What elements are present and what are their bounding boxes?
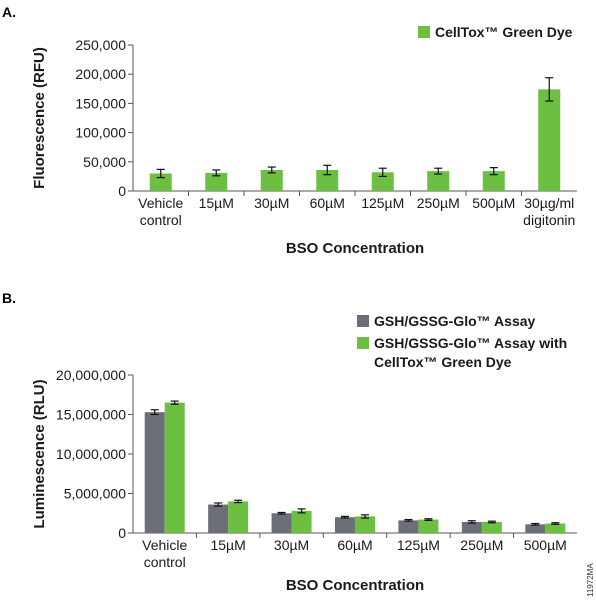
chart-a-x-tick-label: Vehicle xyxy=(138,195,183,211)
chart-a-x-tick-label: 30µM xyxy=(254,195,289,211)
chart-b-x-tick-label: 125µM xyxy=(397,537,440,553)
chart-b-legend-label: GSH/GSSG-Glo™ Assay xyxy=(374,313,536,329)
chart-b-y-tick-label: 10,000,000 xyxy=(56,446,126,462)
chart-a-y-axis-title: Fluorescence (RFU) xyxy=(31,47,48,189)
chart-b-x-tick-label: 250µM xyxy=(460,537,503,553)
chart-b: 0 5,000,000 10,000,000 15,000,000 20,000,000… xyxy=(31,313,577,594)
chart-a-y-tick-label: 200,000 xyxy=(75,66,126,82)
chart-a-x-tick-label: control xyxy=(140,212,182,228)
chart-b-y-tick-label: 5,000,000 xyxy=(64,486,126,502)
chart-b-x-tick-label: 30µM xyxy=(274,537,309,553)
chart-b-bar xyxy=(398,520,419,533)
chart-a-bar xyxy=(316,169,339,191)
chart-a-x-tick-label: 500µM xyxy=(472,195,515,211)
chart-b-bar xyxy=(418,519,439,533)
chart-a-x-axis-title: BSO Concentration xyxy=(286,240,424,257)
chart-b-x-tick-label: 60µM xyxy=(337,537,372,553)
chart-b-bar xyxy=(144,412,165,533)
chart-a-x-tick-label: digitonin xyxy=(523,212,575,228)
chart-b-legend-label: CellTox™ Green Dye xyxy=(374,354,512,370)
chart-b-legend-swatch xyxy=(357,315,369,327)
chart-b-bar xyxy=(335,517,355,533)
chart-a: 0 50,000 100,000 150,000 200,000 250,000 Vehic… xyxy=(31,24,577,257)
chart-a-bar xyxy=(205,172,228,191)
chart-b-x-tick-label: control xyxy=(144,554,186,570)
chart-a-bar xyxy=(538,89,561,191)
chart-b-x-axis-title: BSO Concentration xyxy=(286,577,424,594)
chart-b-legend-label: GSH/GSSG-Glo™ Assay with xyxy=(374,335,567,351)
chart-a-x-tick-label: 60µM xyxy=(310,195,345,211)
chart-b-bar xyxy=(545,523,566,533)
chart-a-y-tick-label: 100,000 xyxy=(75,125,126,141)
chart-a-y-tick-label: 50,000 xyxy=(83,154,126,170)
chart-b-bar xyxy=(291,510,312,533)
chart-b-x-tick-label: Vehicle xyxy=(142,537,187,553)
chart-b-y-tick-label: 20,000,000 xyxy=(56,367,126,383)
chart-a-y-tick-label: 250,000 xyxy=(75,37,126,53)
chart-b-bar xyxy=(228,501,249,533)
chart-a-x-tick-label: 30µg/ml xyxy=(524,195,574,211)
chart-b-x-tick-label: 500µM xyxy=(524,537,567,553)
chart-b-bar xyxy=(271,513,292,533)
figure-code: 11972MA xyxy=(586,563,595,597)
chart-b-y-axis-title: Luminescence (RLU) xyxy=(31,379,48,528)
chart-b-bar xyxy=(481,521,502,533)
chart-b-bar xyxy=(355,516,375,533)
panel-a-label: A. xyxy=(2,4,16,20)
chart-a-bar xyxy=(427,171,450,191)
chart-a-x-tick-label: 125µM xyxy=(361,195,404,211)
chart-a-y-tick-label: 0 xyxy=(118,183,126,199)
chart-a-bar xyxy=(371,172,394,191)
chart-a-x-tick-label: 250µM xyxy=(417,195,460,211)
chart-b-legend-swatch xyxy=(357,337,369,349)
chart-b-y-tick-label: 15,000,000 xyxy=(56,407,126,423)
chart-b-bar xyxy=(164,402,185,533)
chart-b-y-tick-label: 0 xyxy=(118,525,126,541)
chart-a-bar xyxy=(149,173,172,191)
chart-b-bar xyxy=(525,524,546,533)
chart-a-x-tick-label: 15µM xyxy=(199,195,234,211)
chart-a-bar xyxy=(260,169,283,191)
chart-a-bar xyxy=(482,171,505,191)
chart-a-y-tick-label: 150,000 xyxy=(75,95,126,111)
chart-b-bar xyxy=(461,521,482,533)
chart-b-x-tick-label: 15µM xyxy=(210,537,245,553)
chart-b-bar xyxy=(208,504,229,533)
panel-b-label: B. xyxy=(2,290,16,306)
chart-a-legend-label: CellTox™ Green Dye xyxy=(435,24,573,40)
chart-a-legend-swatch xyxy=(418,26,430,38)
